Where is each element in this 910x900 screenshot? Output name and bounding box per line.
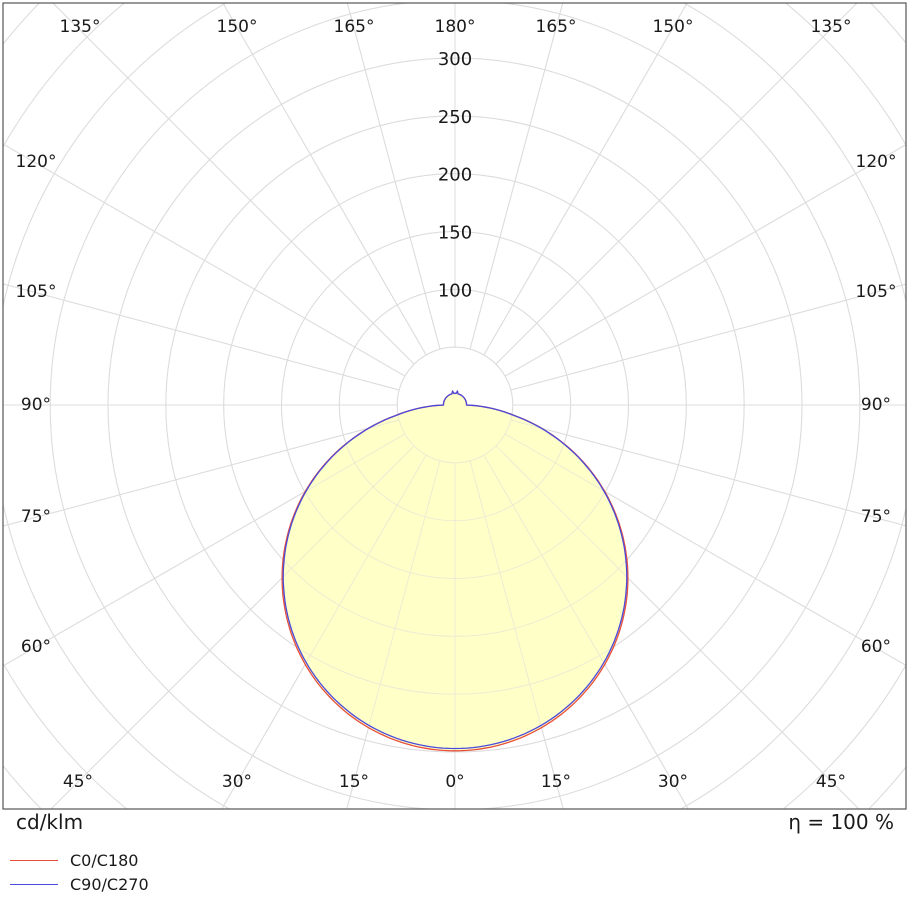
curve-c90-c270 [282,389,628,750]
angle-label: 150° [217,17,258,37]
radial-tick-label: 200 [438,165,472,186]
unit-label: cd/klm [16,810,84,834]
radial-tick-label: 300 [438,49,472,70]
legend-label: C90/C270 [70,874,149,894]
efficiency-label: η = 100 % [788,810,894,834]
radial-tick-label: 250 [438,107,472,128]
angle-label: 165° [536,17,577,37]
legend-swatch-red [10,859,58,861]
angle-label: 30° [658,772,688,792]
angle-label: 90° [21,395,51,415]
angle-label: 135° [60,17,101,37]
angle-label: 180° [435,17,476,37]
axis-labels: 100 150 200 250 300 135° 150° 165° 180° 165° 150° 1… [16,17,897,792]
legend-item-c0-c180: C0/C180 [10,848,149,872]
chart-frame [2,2,907,810]
angle-label: 75° [861,507,891,527]
legend: C0/C180 C90/C270 [10,848,149,896]
angle-label: 120° [856,152,897,172]
angle-label: 105° [856,282,897,302]
angle-label: 135° [811,17,852,37]
legend-label: C0/C180 [70,850,139,870]
angle-label: 150° [653,17,694,37]
legend-item-c90-c270: C90/C270 [10,872,149,896]
angle-label: 30° [222,772,252,792]
angle-label: 60° [861,637,891,657]
radial-tick-label: 100 [438,280,472,301]
angle-label: 165° [334,17,375,37]
angle-label: 15° [541,772,571,792]
angle-label: 120° [16,152,57,172]
angle-label: 0° [445,772,464,792]
angle-label: 105° [16,282,57,302]
angle-label: 15° [339,772,369,792]
radial-tick-label: 150 [438,223,472,244]
angle-label: 75° [21,507,51,527]
angle-label: 90° [861,395,891,415]
angle-label: 45° [63,772,93,792]
angle-label: 45° [816,772,846,792]
angle-label: 60° [21,637,51,657]
legend-swatch-blue [10,883,58,885]
